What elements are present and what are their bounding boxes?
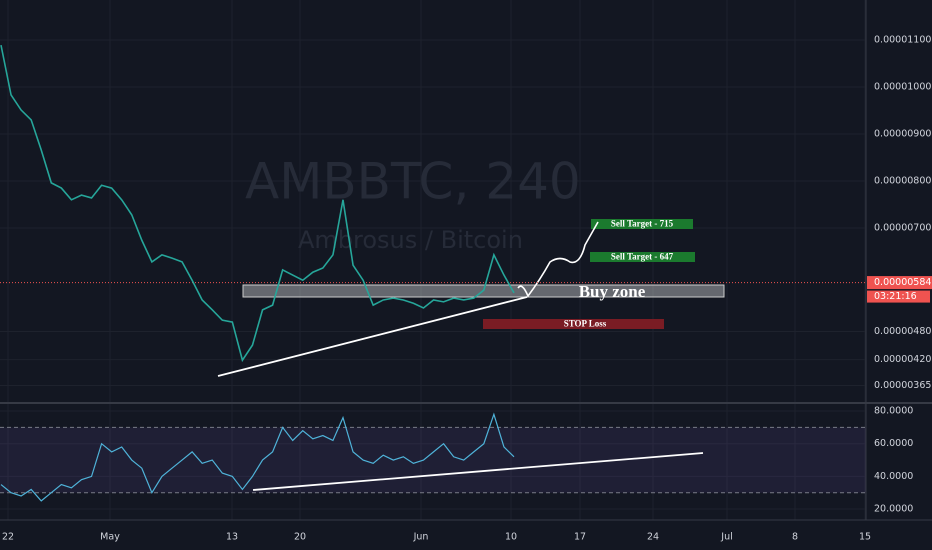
x-tick-label: May [100, 532, 120, 543]
x-tick-label: 13 [226, 532, 238, 543]
last-price-label: 0.00000584 [874, 277, 931, 288]
y-tick-label: 0.00001100 [874, 34, 931, 45]
buy-zone-label: Buy zone [579, 282, 646, 301]
watermark-symbol: AMBBTC, 240 [245, 153, 581, 211]
countdown-box [867, 290, 930, 303]
grid [0, 0, 866, 520]
rsi-tick-label: 80.0000 [874, 406, 913, 417]
y-tick-label: 0.00000900 [874, 129, 931, 140]
sell-target-box [591, 219, 693, 229]
y-tick-label: 0.00000700 [874, 223, 931, 234]
stop-loss-label: STOP Loss [564, 319, 607, 329]
y-tick-label: 0.00000365 [874, 380, 931, 391]
rsi-tick-label: 60.0000 [874, 438, 913, 449]
countdown-label: 03:21:16 [874, 291, 917, 302]
rsi-tick-label: 20.0000 [874, 504, 913, 515]
rsi-tick-label: 40.0000 [874, 471, 913, 482]
plot [0, 44, 866, 502]
x-tick-label: Jun [413, 532, 429, 543]
projected-path [517, 221, 599, 298]
sell-target-label: Sell Target - 647 [611, 252, 674, 262]
rsi-trendline [252, 452, 704, 491]
watermark-name: Ambrosus / Bitcoin [298, 226, 523, 254]
rsi-line [0, 412, 515, 502]
support-trendline [217, 296, 528, 377]
y-tick-label: 0.00000480 [874, 326, 931, 337]
x-tick-label: 10 [505, 532, 517, 543]
y-tick-label: 0.00001000 [874, 81, 931, 92]
x-tick-label: 8 [792, 532, 798, 543]
x-tick-label: 24 [647, 532, 659, 543]
y-tick-label: 0.00000420 [874, 354, 931, 365]
stop-loss-box [483, 319, 664, 329]
x-tick-label: 22 [2, 532, 14, 543]
rsi-band [0, 427, 866, 493]
x-tick-label: 20 [294, 532, 306, 543]
x-tick-label: 15 [859, 532, 871, 543]
price-line [0, 44, 515, 363]
x-tick-label: 17 [574, 532, 586, 543]
x-tick-label: Jul [720, 532, 732, 543]
y-tick-label: 0.00000800 [874, 176, 931, 187]
last-price-box [867, 276, 932, 290]
sell-target-label: Sell Target - 715 [611, 219, 674, 229]
sell-target-box [590, 252, 695, 262]
